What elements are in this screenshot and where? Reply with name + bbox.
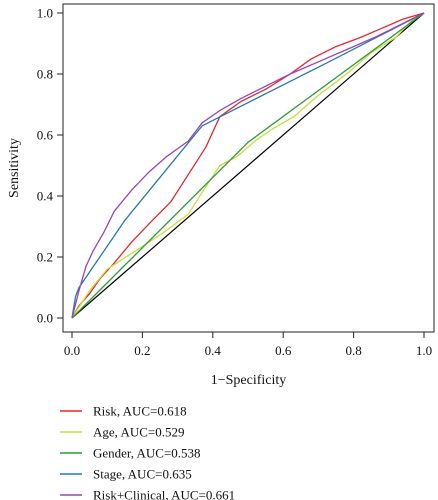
y-tick-label: 1.0 [37,6,53,21]
legend-label: Risk, AUC=0.618 [93,404,187,419]
y-tick-label: 0.6 [37,128,54,143]
x-tick-label: 0.8 [345,343,361,358]
legend-label: Age, AUC=0.529 [93,425,184,440]
series-line-4 [71,12,425,319]
legend-item-4: Stage, AUC=0.635 [60,467,192,482]
y-tick-label: 0.4 [37,189,54,204]
legend-label: Risk+Clinical, AUC=0.661 [93,488,235,500]
legend-item-5: Risk+Clinical, AUC=0.661 [60,488,235,500]
y-tick-label: 0.2 [37,250,53,265]
series-line-5 [71,12,425,319]
y-tick-label: 0.0 [37,311,53,326]
y-tick-label: 0.8 [37,67,53,82]
legend-item-2: Age, AUC=0.529 [60,425,184,440]
x-tick-label: 0.0 [64,343,80,358]
x-tick-label: 0.6 [275,343,292,358]
legend-label: Gender, AUC=0.538 [93,446,201,461]
y-axis-title: Sensitivity [7,138,22,198]
legend-item-3: Gender, AUC=0.538 [60,446,201,461]
x-tick-label: 1.0 [416,343,432,358]
x-tick-label: 0.2 [134,343,150,358]
x-tick-label: 0.4 [205,343,222,358]
x-axis-title: 1−Specificity [211,373,287,388]
series-line-3 [71,12,425,319]
series-line-2 [71,12,425,319]
legend-label: Stage, AUC=0.635 [93,467,192,482]
legend-item-1: Risk, AUC=0.618 [60,404,187,419]
plot-frame [62,3,435,333]
diagonal-reference-line [71,12,425,319]
